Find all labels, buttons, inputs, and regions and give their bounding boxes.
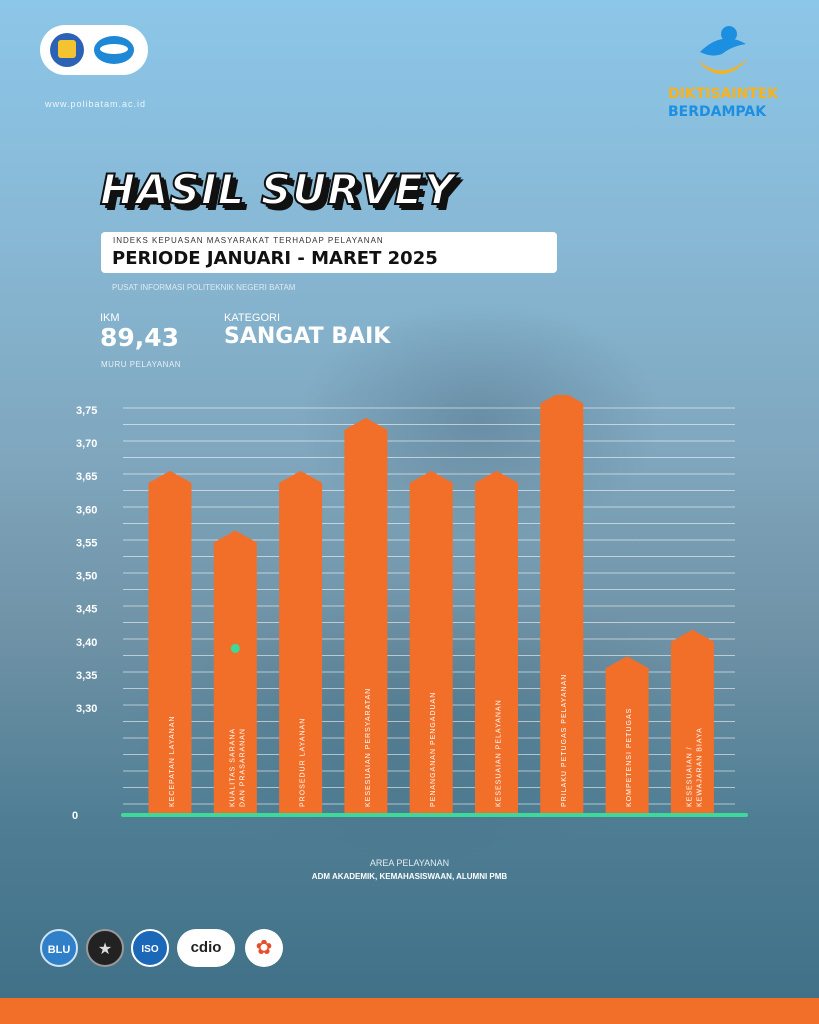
category-value: SANGAT BAIK [224,324,391,349]
bar [409,470,453,815]
campaign-line-1: DIKTISAINTEK [668,86,779,102]
period-box: INDEKS KEPUASAN MASYARAKAT TERHADAP PELA… [101,232,557,273]
marker-dot [230,643,240,653]
bar-category-label: KECEPATAN LAYANAN [169,716,176,807]
bar-category-label: KESESUAIAN / [686,746,693,807]
y-tick-label: 3,40 [76,637,97,649]
bar-category-label: KOMPETENSI PETUGAS [626,708,633,807]
bar-category-label: PENANGANAN PENGADUAN [430,692,437,807]
blu-badge: BLU [40,929,78,967]
ministry-logo [50,33,84,67]
bar [213,530,257,815]
y-tick-label: 3,75 [76,405,97,417]
y-tick-label: 3,50 [76,571,97,583]
website-url: www.polibatam.ac.id [45,99,147,109]
category-label: KATEGORI [224,312,281,324]
bar-category-label: DAN PRASARANAN [239,728,246,807]
bar [540,395,584,815]
bar-category-label: PRILAKU PETUGAS PELAYANAN [561,674,568,807]
diktisaintek-logo [698,26,748,74]
y-tick-label: 3,60 [76,504,97,516]
bar-chart: 3,30 3,35 3,40 3,45 3,50 3,55 3,60 3,65 3,70 3,75… [72,395,748,822]
bar [670,629,714,815]
bar-category-label: PROSEDUR LAYANAN [300,718,307,807]
ikm-value: 89,43 [100,323,180,352]
institution-logos [40,25,148,75]
bar-category-label: KEWAJARAN BIAYA [696,727,703,807]
bar-category-label: KESESUAIAN PERSYARATAN [365,688,372,807]
period-subtitle: INDEKS KEPUASAN MASYARAKAT TERHADAP PELA… [113,236,384,245]
polibatam-logo [94,36,134,64]
page-title: HASIL SURVEY [99,164,456,215]
area-value: ADM AKADEMIK, KEMAHASISWAAN, ALUMNI PMB [311,872,508,881]
y-tick-label-zero: 0 [72,810,78,822]
area-label: AREA PELAYANAN [369,858,450,868]
y-tick-label: 3,65 [76,471,97,483]
y-tick-label: 3,70 [76,438,97,450]
iso-badge: ISO [131,929,169,967]
bar [344,417,388,815]
bar-category-label: KUALITAS SARANA [229,728,236,807]
star-badge: ✿ [245,929,283,967]
y-tick-label: 3,35 [76,670,97,682]
bottom-bar [0,998,819,1024]
ikm-label: IKM [100,312,120,324]
period-title: PERIODE JANUARI - MARET 2025 [112,248,438,269]
bar [148,470,192,815]
source-text: PUSAT INFORMASI POLITEKNIK NEGERI BATAM [112,283,296,292]
y-tick-label: 3,45 [76,604,97,616]
ikm-subtitle: MURU PELAYANAN [101,360,182,369]
y-tick-label: 3,30 [76,703,97,715]
accreditation-badge: ★ [86,929,124,967]
campaign-line-2: BERDAMPAK [668,104,767,120]
bar [605,656,649,815]
bar-category-label: KESESUAIAN PELAYANAN [496,699,503,807]
bar [279,470,323,815]
cdio-badge: cdio [177,929,235,967]
y-tick-label: 3,55 [76,537,97,549]
bar [475,470,518,815]
